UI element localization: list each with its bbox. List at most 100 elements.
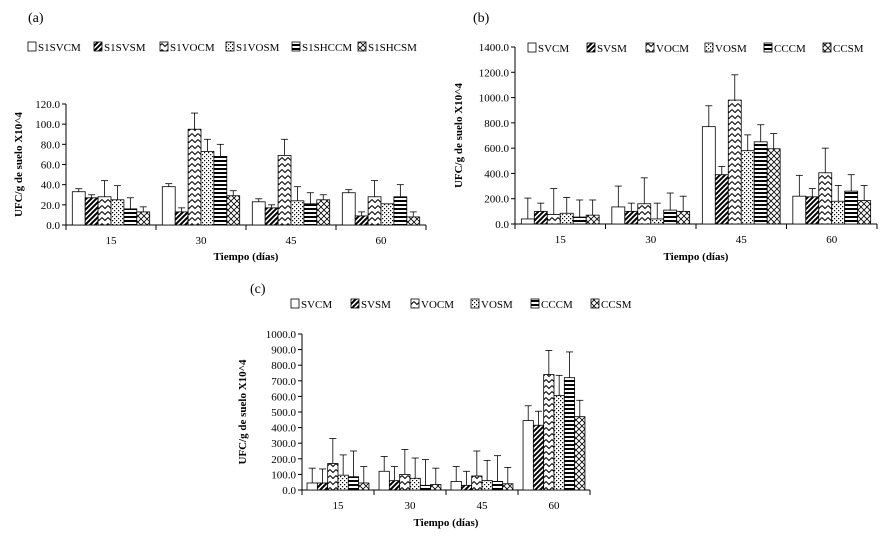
bar-svsm-15 bbox=[316, 482, 329, 491]
panel-c: (c) 0.0 100.0 200.0 300.0 400.0 500.0 600.0 700.… bbox=[237, 282, 632, 529]
legend-label: S1SHCSM bbox=[368, 42, 417, 54]
bar-svsm-30 bbox=[388, 480, 401, 491]
bar-vosm-30 bbox=[409, 477, 421, 491]
legend-swatch bbox=[586, 42, 596, 53]
x-tick-label: 15 bbox=[106, 235, 118, 247]
y-tick-label: 60.0 bbox=[41, 160, 61, 172]
y-tick-label: 100.0 bbox=[271, 469, 296, 481]
y-tick-label: 800.0 bbox=[484, 118, 509, 130]
y-tick-label: 1000.0 bbox=[266, 329, 297, 341]
legend-label: SVCM bbox=[301, 299, 332, 311]
bar-vocm-15 bbox=[327, 463, 339, 491]
bar-vosm-45 bbox=[740, 150, 755, 225]
legend-swatch bbox=[357, 41, 367, 52]
bar-s1vocm-60 bbox=[367, 196, 382, 226]
legend-swatch bbox=[530, 298, 540, 309]
bar-vosm-45 bbox=[481, 480, 493, 491]
y-tick-label: 200.0 bbox=[271, 454, 296, 466]
bar-s1svsm-30 bbox=[174, 211, 189, 226]
y-tick-label: 40.0 bbox=[41, 180, 61, 192]
y-tick-label: 0.0 bbox=[282, 485, 296, 497]
bar-svcm-15 bbox=[520, 218, 535, 225]
x-tick-label: 60 bbox=[549, 500, 561, 512]
legend-label: S1VOSM bbox=[236, 42, 280, 54]
panel-label: (b) bbox=[473, 11, 490, 26]
bar-s1shccm-60 bbox=[393, 196, 408, 226]
y-tick-label: 600.0 bbox=[484, 143, 509, 155]
bar-ccsm-60 bbox=[574, 416, 586, 491]
y-tick-label: 1000.0 bbox=[479, 93, 510, 105]
x-tick-label: 15 bbox=[555, 234, 567, 246]
bar-svsm-30 bbox=[624, 210, 639, 225]
bar-vocm-45 bbox=[727, 99, 742, 225]
bar-s1vosm-60 bbox=[380, 203, 395, 226]
y-tick-label: 120.0 bbox=[35, 99, 60, 111]
y-tick-label: 600.0 bbox=[271, 391, 296, 403]
bar-svcm-30 bbox=[378, 470, 390, 491]
bar-cccm-60 bbox=[563, 377, 576, 491]
legend-label: VOCM bbox=[656, 43, 689, 55]
y-tick-label: 0.0 bbox=[495, 219, 509, 231]
bar-s1shccm-15 bbox=[123, 208, 138, 226]
legend-label: CCSM bbox=[601, 299, 632, 311]
x-tick-label: 15 bbox=[333, 500, 345, 512]
legend-label: CCCM bbox=[774, 43, 806, 55]
bar-s1vocm-15 bbox=[97, 196, 112, 226]
y-tick-label: 300.0 bbox=[271, 438, 296, 450]
bar-ccsm-45 bbox=[502, 483, 514, 491]
legend-swatch bbox=[290, 298, 300, 309]
bar-ccsm-15 bbox=[585, 214, 600, 225]
bar-s1svsm-60 bbox=[354, 215, 369, 226]
bar-vosm-60 bbox=[553, 395, 565, 491]
y-tick-label: 800.0 bbox=[271, 360, 296, 372]
bar-svsm-60 bbox=[532, 424, 545, 491]
y-tick-label: 1200.0 bbox=[479, 67, 510, 79]
y-tick-label: 400.0 bbox=[484, 168, 509, 180]
bar-s1vosm-45 bbox=[290, 200, 305, 226]
bar-svcm-60 bbox=[522, 420, 534, 491]
bar-s1shccm-45 bbox=[303, 203, 318, 226]
legend-swatch bbox=[27, 41, 37, 52]
y-tick-label: 20.0 bbox=[41, 200, 61, 212]
legend-swatch bbox=[763, 42, 773, 53]
legend-label: S1SVSM bbox=[104, 42, 146, 54]
bar-s1shcsm-15 bbox=[136, 211, 151, 226]
bar-ccsm-45 bbox=[766, 148, 781, 225]
legend-swatch bbox=[225, 41, 235, 52]
x-tick-label: 45 bbox=[736, 234, 748, 246]
legend-swatch bbox=[291, 41, 301, 52]
y-tick-label: 1400.0 bbox=[479, 42, 510, 54]
bar-cccm-30 bbox=[419, 484, 432, 491]
bar-vosm-15 bbox=[559, 212, 574, 225]
y-tick-label: 80.0 bbox=[41, 139, 61, 151]
panel-b: (b) 0.0 200.0 400.0 600.0 800.0 1000.0 1200.0 14… bbox=[453, 11, 878, 263]
legend-swatch bbox=[590, 298, 600, 309]
bar-s1vosm-15 bbox=[110, 199, 125, 226]
panel-a: (a) 0.0 20.0 40.0 60.0 80.0 100.0 120.0 15 30 45 60… bbox=[13, 11, 427, 263]
bar-cccm-30 bbox=[663, 209, 678, 225]
bar-cccm-15 bbox=[572, 216, 587, 225]
bar-svcm-45 bbox=[450, 481, 462, 491]
y-tick-label: 700.0 bbox=[271, 376, 296, 388]
x-tick-label: 60 bbox=[376, 235, 388, 247]
x-axis-title: Tiempo (días) bbox=[664, 251, 729, 263]
y-tick-label: 200.0 bbox=[484, 194, 509, 206]
bar-svcm-30 bbox=[611, 206, 626, 225]
bar-s1vocm-45 bbox=[277, 155, 292, 226]
legend-label: SVSM bbox=[597, 43, 627, 55]
x-axis-title: Tiempo (días) bbox=[214, 251, 279, 263]
bar-s1svcm-15 bbox=[71, 191, 86, 226]
legend-swatch bbox=[527, 42, 537, 53]
bar-s1svcm-45 bbox=[251, 201, 266, 226]
legend-label: S1SHCCM bbox=[302, 42, 352, 54]
y-tick-label: 400.0 bbox=[271, 423, 296, 435]
bar-cccm-60 bbox=[844, 190, 859, 225]
panel-label: (a) bbox=[28, 11, 44, 26]
legend-label: CCSM bbox=[833, 43, 864, 55]
y-tick-label: 100.0 bbox=[35, 119, 60, 131]
bar-vocm-60 bbox=[543, 374, 555, 491]
y-axis-title: UFC/g de suelo X10^4 bbox=[453, 82, 465, 188]
legend-label: SVSM bbox=[361, 299, 391, 311]
bar-ccsm-60 bbox=[857, 200, 872, 225]
